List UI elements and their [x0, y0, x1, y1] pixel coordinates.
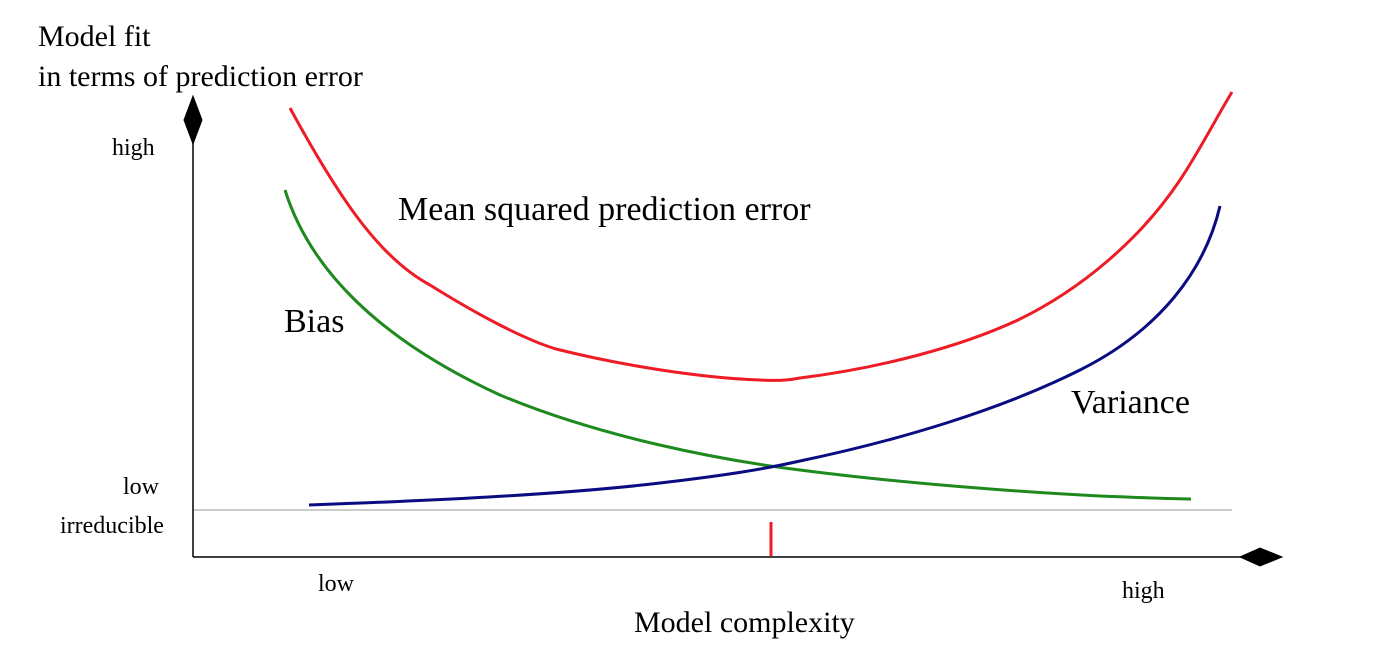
- variance-label: Variance: [1071, 384, 1190, 421]
- bias-curve: [283, 189, 1192, 501]
- variance-curve: [308, 205, 1222, 507]
- y-axis-arrowhead-icon: [183, 94, 203, 146]
- y-tick-high: high: [112, 135, 155, 161]
- mse-label: Mean squared prediction error: [398, 191, 811, 228]
- x-tick-high: high: [1122, 578, 1165, 604]
- y-axis-title-line2: in terms of prediction error: [38, 60, 363, 93]
- x-axis-arrowhead-icon: [1238, 547, 1284, 567]
- x-axis-title: Model complexity: [634, 606, 855, 639]
- x-tick-low: low: [318, 571, 355, 597]
- bias-label: Bias: [284, 303, 344, 340]
- y-axis-title-line1: Model fit: [38, 20, 151, 53]
- y-tick-low: low: [123, 474, 160, 500]
- mse-curve: [288, 91, 1234, 382]
- axes: [183, 94, 1284, 567]
- y-tick-irreducible: irreducible: [60, 513, 164, 539]
